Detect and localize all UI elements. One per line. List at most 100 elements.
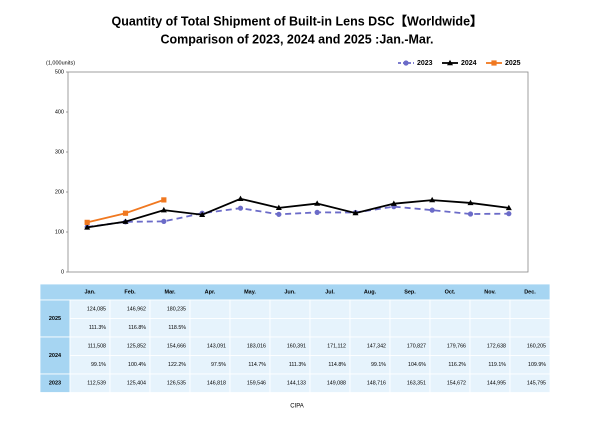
y-tick-label: 0: [61, 269, 64, 275]
marker: [237, 195, 244, 201]
marker: [84, 224, 91, 230]
table-cell: 114.8%: [328, 362, 346, 368]
footer: CIPA: [290, 404, 304, 410]
table-cell-bg: [509, 318, 551, 338]
table-cell: 119.1%: [488, 362, 506, 368]
table-cell: 145,795: [527, 381, 546, 387]
table-cell: 116.2%: [448, 362, 466, 368]
table-cell: 125,404: [127, 381, 146, 387]
marker: [314, 200, 321, 206]
marker: [467, 199, 474, 206]
table-cell: 116.8%: [128, 325, 146, 331]
series-line: [87, 205, 509, 228]
table-header: Jul.: [325, 289, 335, 295]
table-cell-bg: [469, 299, 511, 319]
y-tick-label: 400: [55, 109, 64, 115]
table-cell: 159,546: [247, 381, 266, 387]
table-row-label-bg: [39, 299, 71, 338]
table-cell: 111,508: [88, 344, 106, 350]
table-cell-bg: [349, 299, 391, 319]
marker: [506, 211, 512, 217]
marker: [122, 218, 129, 224]
marker: [505, 204, 512, 211]
marker: [352, 209, 359, 216]
table-cell-bg: [309, 318, 351, 338]
marker: [276, 211, 282, 217]
marker: [161, 218, 167, 224]
legend-marker: [491, 60, 497, 66]
table-cell: 144,133: [287, 381, 306, 387]
legend-marker: [447, 59, 453, 66]
table-cell-bg: [389, 299, 431, 319]
table-row-label: 2023: [49, 381, 61, 387]
table-cell-bg: [509, 373, 551, 393]
legend-marker: [403, 60, 409, 66]
series-line: [87, 197, 509, 229]
legend-label: 2023: [417, 60, 433, 67]
table-cell: 126,535: [167, 381, 186, 387]
table-cell: 180,235: [167, 307, 186, 313]
table-header: Jan.: [84, 289, 95, 295]
table-header: Dec.: [524, 289, 536, 295]
table-header: May.: [244, 289, 256, 295]
marker: [160, 206, 167, 213]
table-cell: 124,085: [87, 307, 106, 313]
table-cell-bg: [189, 299, 231, 319]
table-cell: 125,852: [127, 344, 146, 350]
table-cell: 143,091: [207, 344, 226, 350]
marker: [122, 210, 129, 216]
table-cell: 104.6%: [408, 362, 426, 368]
table-cell-bg: [429, 299, 471, 319]
y-tick-label: 500: [55, 69, 64, 75]
marker: [467, 211, 474, 217]
table-cell: 160,205: [527, 344, 546, 350]
marker: [429, 196, 436, 203]
marker: [314, 209, 320, 215]
table-cell: 114.7%: [248, 362, 266, 368]
table-row-label: 2024: [49, 353, 62, 359]
table-row-label-bg: [39, 336, 71, 375]
table-cell: 99.1%: [91, 362, 106, 368]
table-header: Aug.: [364, 289, 377, 295]
table-cell: 154,672: [447, 381, 466, 387]
table-cell: 149,088: [327, 381, 346, 387]
table-cell-bg: [189, 318, 231, 338]
table-cell: 172,638: [487, 344, 506, 350]
table-header: Feb.: [124, 289, 136, 295]
table-header: Sep.: [404, 289, 416, 295]
marker: [429, 207, 435, 213]
table-cell-bg: [269, 318, 311, 338]
table-cell: 144,995: [487, 381, 506, 387]
table-cell: 111.3%: [89, 325, 106, 331]
table-cell: 97.5%: [211, 362, 226, 368]
table-cell: 147,342: [367, 344, 386, 350]
y-tick-label: 100: [55, 229, 64, 235]
y-axis-unit: (1,000units): [46, 60, 75, 66]
plot-frame: [67, 71, 529, 273]
marker: [237, 205, 244, 211]
legend-label: 2025: [505, 60, 521, 67]
table-cell: 112,539: [87, 381, 106, 387]
table-cell-bg: [229, 318, 271, 338]
table-cell: 171,112: [327, 344, 346, 350]
marker: [390, 200, 397, 206]
table-cell: 109.9%: [528, 362, 546, 368]
y-tick-label: 200: [55, 189, 64, 195]
table-cell: 163,351: [407, 381, 426, 387]
table-cell-bg: [429, 318, 471, 338]
table-cell-bg: [509, 299, 551, 319]
table-cell-bg: [269, 299, 311, 319]
table-cell-bg: [469, 318, 511, 338]
table-cell: 148,716: [367, 381, 386, 387]
table-cell: 146,818: [207, 381, 226, 387]
table-header: Oct.: [445, 289, 456, 295]
marker: [275, 204, 282, 211]
table-cell: 183,016: [247, 344, 266, 350]
table-cell-bg: [229, 299, 271, 319]
table-cell: 100.4%: [128, 362, 146, 368]
table-header: Jun.: [284, 289, 296, 295]
table-header: Mar.: [164, 289, 175, 295]
marker: [84, 219, 90, 225]
table-cell: 154,666: [167, 344, 186, 350]
